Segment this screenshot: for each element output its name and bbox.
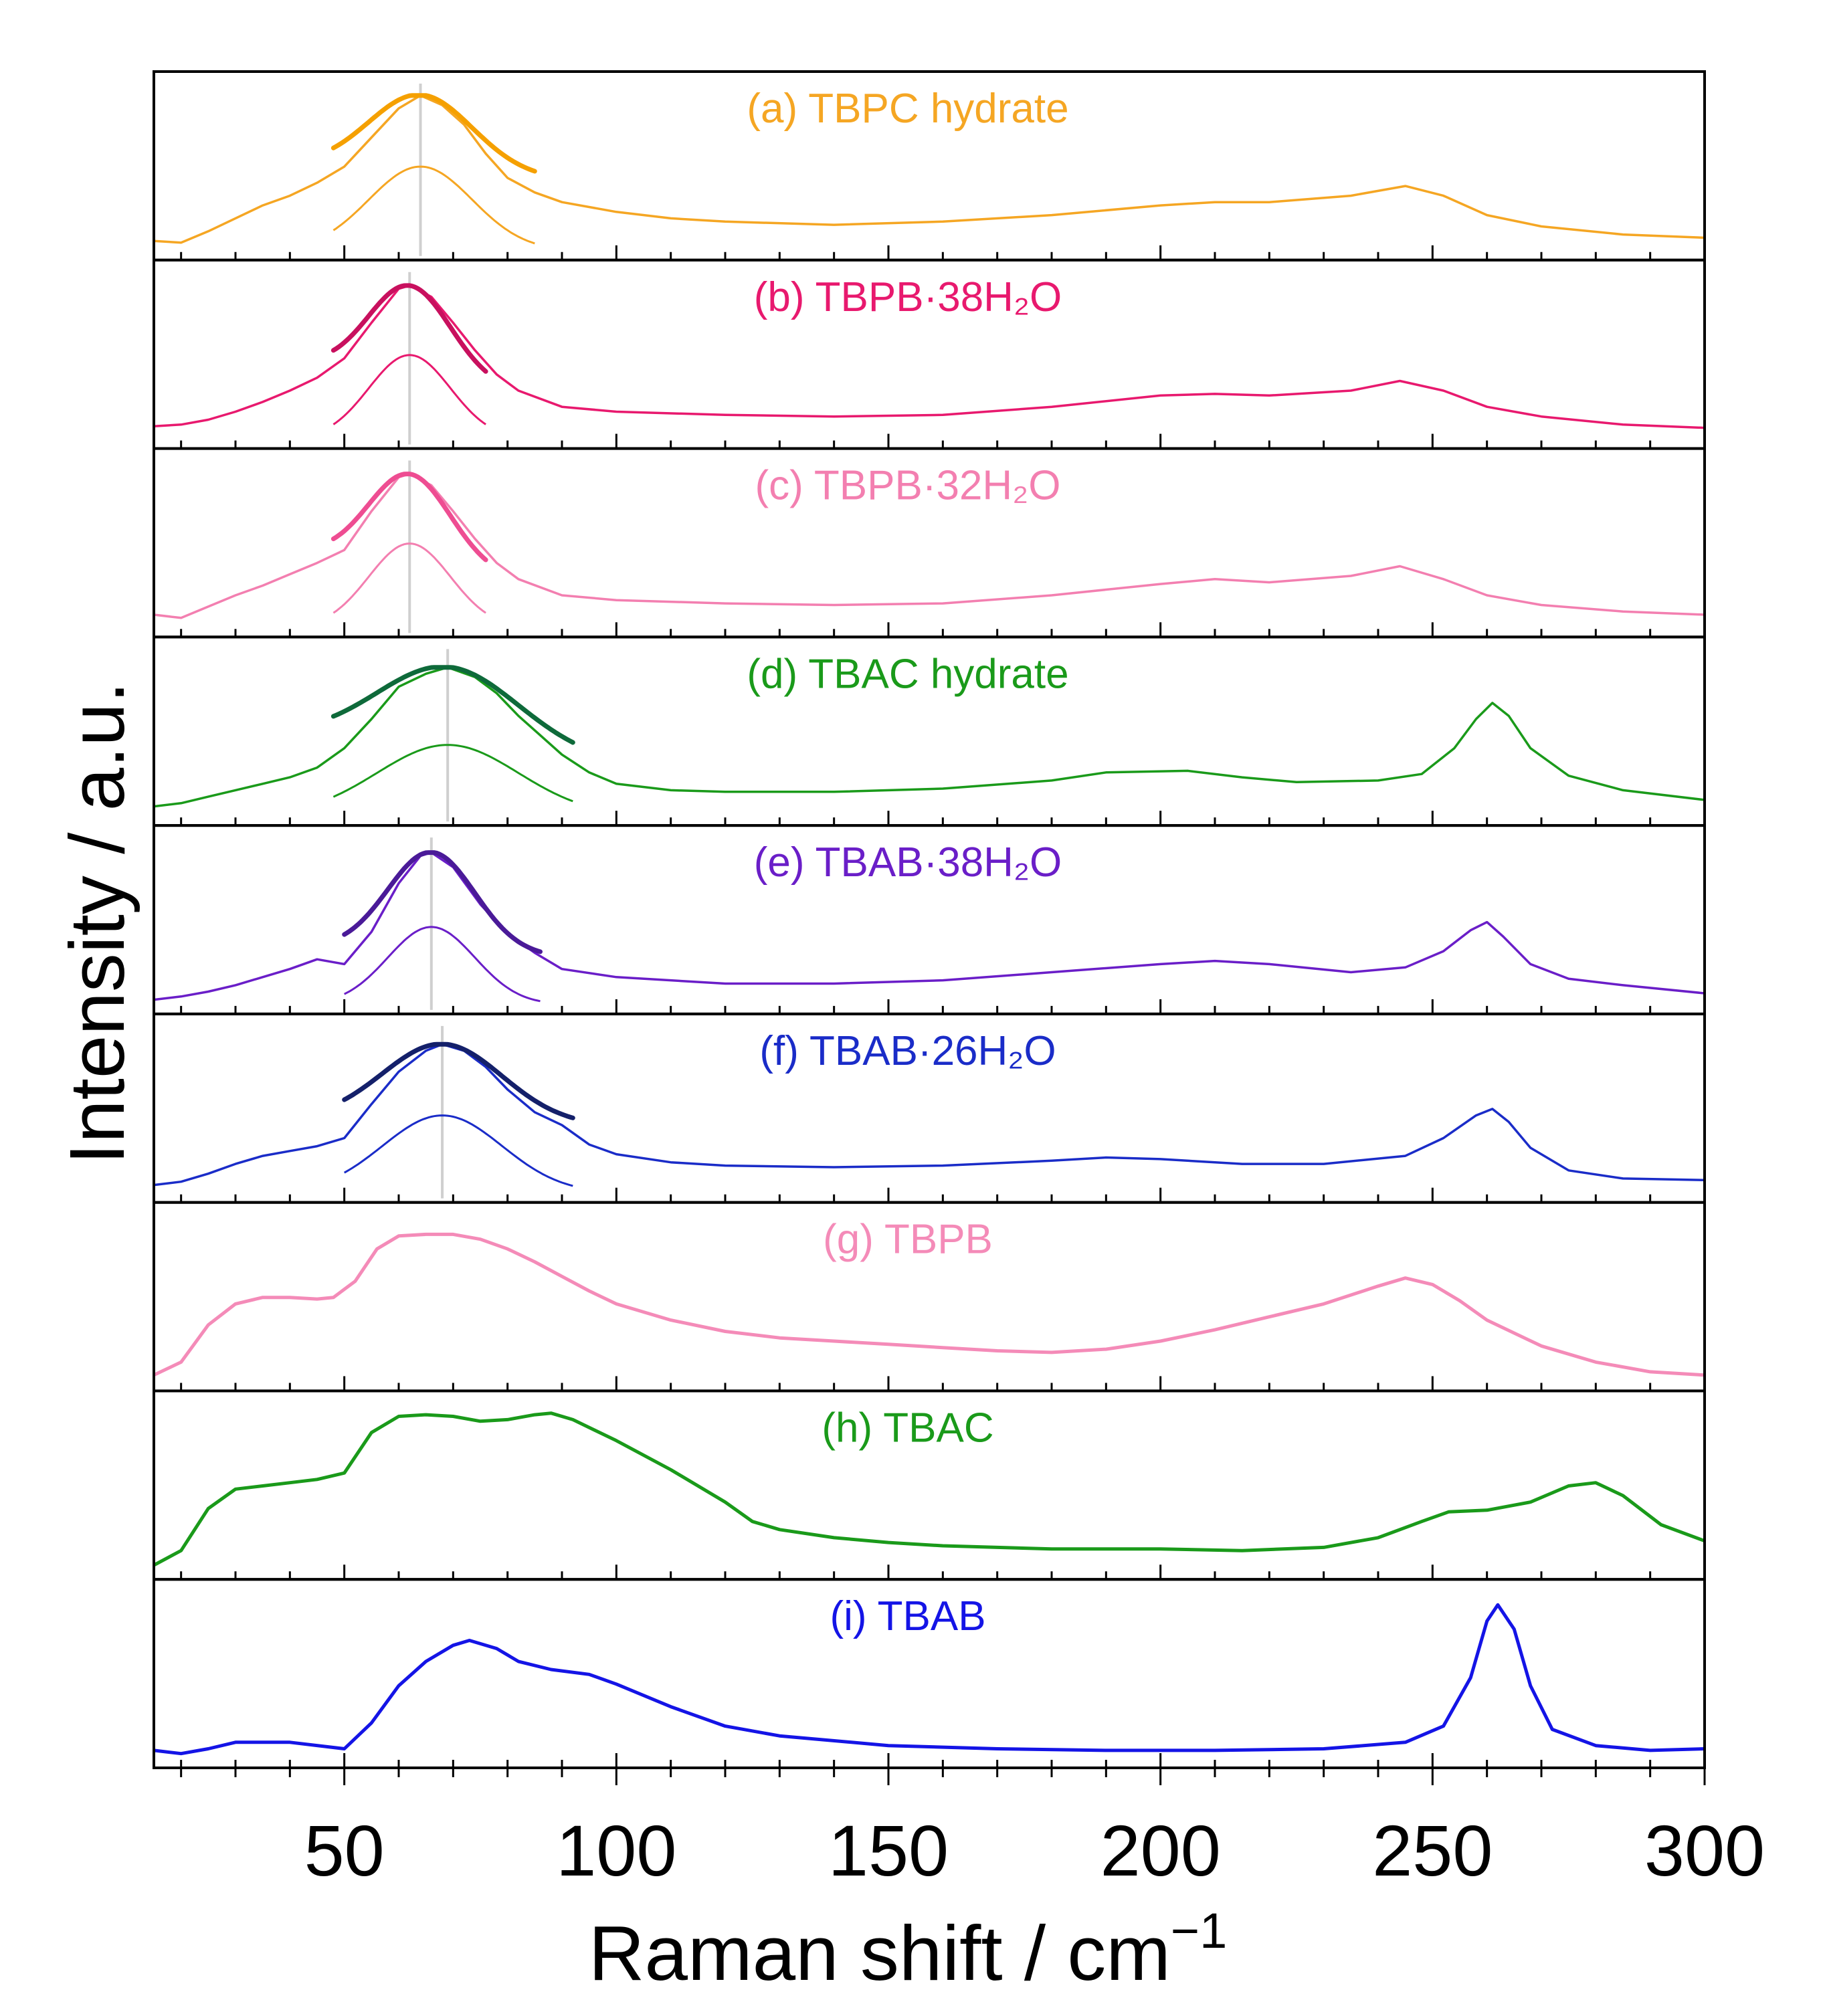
- fit-component-curve: [343, 1114, 573, 1187]
- fit-envelope-curve: [330, 472, 488, 563]
- panel-label: (e) TBAB·38H₂O: [754, 839, 1062, 886]
- spectrum-line: [153, 1603, 1705, 1756]
- x-axis-title: Raman shift / cm−1: [589, 1903, 1228, 1997]
- panel-label: (f) TBAB·26H₂O: [759, 1028, 1056, 1074]
- fit-envelope-curve: [330, 283, 488, 374]
- spectrum-line: [153, 1232, 1705, 1377]
- panel-3: (c) TBPB·32H₂O: [153, 447, 1706, 639]
- spectrum-line: [153, 1043, 1705, 1187]
- fit-component-curve: [332, 165, 535, 245]
- panel-7: (g) TBPB: [153, 1201, 1706, 1393]
- stacked-panels: (a) TBPC hydrate (b) TBPB·38H₂O (c) TBPB·3…: [153, 70, 1706, 1769]
- y-axis-title: Intensity / a.u.: [54, 682, 140, 1165]
- panel-5: (e) TBAB·38H₂O: [153, 824, 1706, 1015]
- fit-component-curve: [332, 354, 486, 425]
- spectrum-line: [153, 666, 1705, 808]
- fit-component-curve: [344, 926, 541, 1003]
- panel-2: (b) TBPB·38H₂O: [153, 258, 1706, 450]
- panel-9: (i) TBAB: [153, 1578, 1706, 1769]
- panel-label: (b) TBPB·38H₂O: [754, 274, 1062, 320]
- spectrum-line: [153, 94, 1705, 244]
- x-tick-label: 250: [1372, 1810, 1493, 1891]
- panel-label: (h) TBAC: [822, 1405, 993, 1451]
- panel-6: (f) TBAB·26H₂O: [153, 1012, 1706, 1204]
- fit-envelope-curve: [330, 93, 537, 174]
- x-tick-label: 50: [304, 1810, 385, 1891]
- x-axis-ticks: 50 100 150 200 250 300: [180, 1768, 1765, 1891]
- x-tick-label: 200: [1100, 1810, 1221, 1891]
- panel-label: (g) TBPB: [823, 1217, 993, 1263]
- panel-8: (h) TBAC: [153, 1389, 1706, 1581]
- spectrum-line: [153, 284, 1705, 429]
- spectrum-line: [153, 851, 1705, 1001]
- fit-component-curve: [332, 542, 486, 614]
- panel-label: (i) TBAB: [830, 1593, 985, 1639]
- fit-component-curve: [332, 744, 573, 803]
- fit-envelope-curve: [330, 665, 575, 745]
- panel-label: (d) TBAC hydrate: [747, 651, 1068, 697]
- spectrum-line: [153, 1411, 1705, 1567]
- panel-frame: [153, 1578, 1706, 1769]
- panel-1: (a) TBPC hydrate: [153, 70, 1706, 262]
- panel-4: (d) TBAC hydrate: [153, 635, 1706, 827]
- panel-label: (c) TBPB·32H₂O: [755, 463, 1060, 509]
- spectrum-line: [153, 472, 1705, 619]
- x-tick-label: 300: [1644, 1810, 1765, 1891]
- x-axis-title-text: Raman shift / cm: [589, 1910, 1171, 1997]
- x-tick-label: 100: [556, 1810, 676, 1891]
- fit-envelope-curve: [342, 850, 543, 954]
- x-tick-label: 150: [828, 1810, 949, 1891]
- x-axis-title-superscript: −1: [1171, 1903, 1227, 1958]
- fit-envelope-curve: [342, 1041, 575, 1120]
- panel-label: (a) TBPC hydrate: [747, 86, 1068, 132]
